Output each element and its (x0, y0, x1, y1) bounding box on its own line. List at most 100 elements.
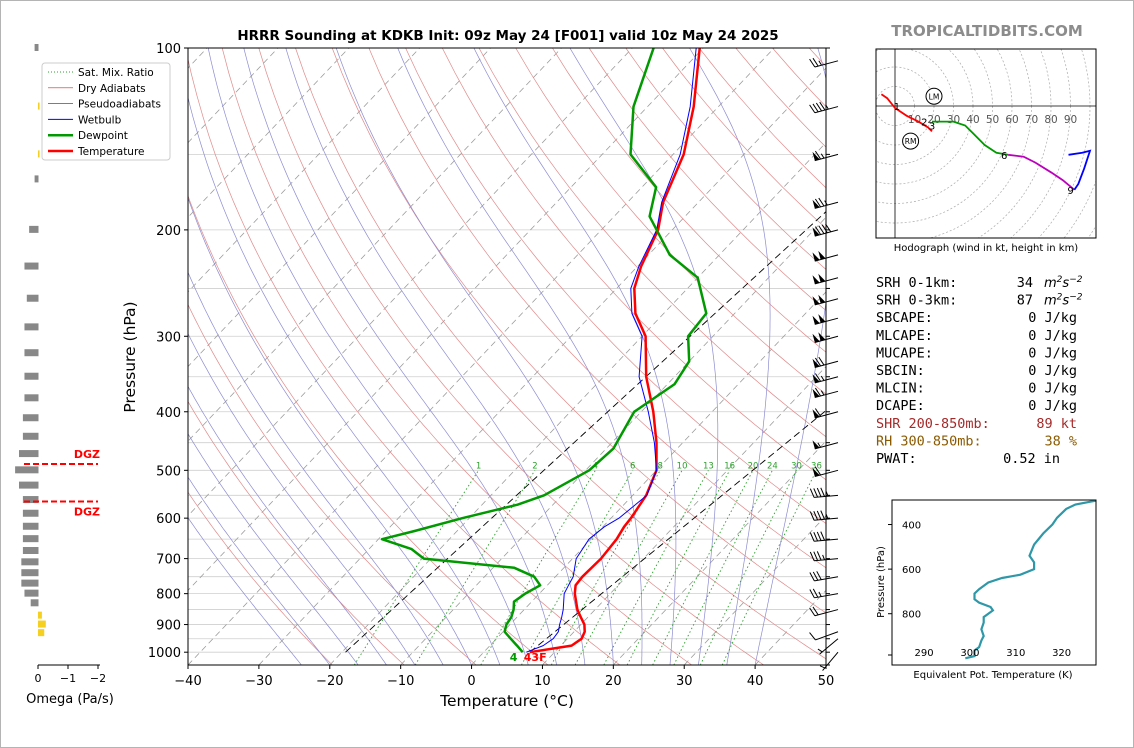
hodograph-segment (1068, 149, 1092, 191)
dry-adiabat-line (515, 48, 826, 395)
barb-full (813, 551, 819, 561)
barb-flag (812, 409, 820, 418)
barb-full (813, 511, 819, 521)
stat-value: 0 J/kg (1028, 310, 1077, 326)
barb-half (822, 554, 826, 560)
mixing-ratio-label: 2 (532, 461, 537, 471)
barb-full (814, 198, 822, 208)
hodograph-height-label: 3 (929, 122, 935, 133)
barb-full (814, 150, 822, 160)
barb-full (813, 488, 819, 498)
barb-full (814, 408, 822, 417)
barb-flag (818, 273, 826, 283)
temperature-profile (529, 48, 701, 654)
wind-barb (809, 631, 839, 641)
barb-full (809, 104, 816, 114)
omega-bar (24, 349, 39, 357)
barb-staff (815, 631, 839, 641)
barb-staff (814, 593, 839, 599)
omega-x-tick-label: 0 (35, 672, 42, 685)
stat-label: PWAT: (876, 451, 917, 467)
dry-adiabat-line (552, 48, 826, 353)
surface-dewpoint-label: 4 (510, 651, 518, 664)
omega-bar (22, 432, 39, 440)
wind-barb (809, 588, 839, 599)
barb-flag (812, 358, 820, 368)
wind-barb (812, 197, 839, 209)
x-tick-label: −20 (316, 674, 343, 689)
hodograph-height-label: 2 (921, 118, 927, 129)
barb-full (820, 510, 826, 520)
barb-staff (814, 558, 839, 562)
wind-barb (812, 373, 839, 384)
skewt-profiles: 4 43F (345, 48, 826, 664)
stat-value: 0 J/kg (1028, 381, 1077, 397)
dry-adiabat-line (188, 57, 621, 665)
x-tick-label: −40 (174, 674, 201, 689)
y-tick-label: 100 (156, 42, 181, 57)
isotherm-line (188, 48, 704, 591)
isotherm-line (471, 291, 826, 665)
stat-label: SHR 200-850mb: (876, 416, 990, 432)
barb-staff (814, 376, 839, 384)
omega-bar-ascent (38, 629, 45, 637)
wind-barb (812, 273, 839, 285)
theta-e-y-tick-label: 800 (902, 610, 921, 621)
wind-barb (809, 57, 839, 68)
stat-value: 87 (1017, 293, 1033, 309)
barb-full (809, 58, 816, 68)
dry-adiabat-line (188, 303, 477, 665)
pseudoadiabat-line (188, 385, 387, 665)
barb-flag (818, 294, 826, 304)
barb-half (820, 153, 825, 159)
omega-bar (22, 522, 39, 530)
y-tick-label: 900 (156, 619, 181, 634)
barb-full (809, 589, 815, 599)
barb-full (818, 356, 825, 366)
barb-flag (818, 250, 826, 260)
isotherm-line (188, 48, 562, 442)
mixing-ratio-line (652, 470, 754, 665)
dry-adiabat-line (221, 48, 693, 665)
hodograph-ring-label: 20 (927, 114, 940, 126)
wind-barb (812, 294, 839, 306)
mixing-ratio-label: 30 (791, 461, 802, 471)
hodograph-ring-label: 70 (1025, 114, 1038, 126)
barb-full (809, 511, 815, 521)
legend-label: Dry Adiabats (78, 83, 146, 95)
hodograph-ring-label: 40 (966, 114, 979, 126)
hodograph-ring-label: 50 (986, 114, 999, 126)
barb-full (809, 607, 816, 617)
barb-staff (814, 411, 839, 419)
stat-value: 34 (1017, 275, 1033, 291)
wind-barb (817, 638, 839, 655)
omega-bar (34, 175, 39, 183)
barb-full (814, 387, 822, 397)
omega-bar (24, 394, 39, 402)
theta-e-x-tick-label: 290 (915, 648, 934, 659)
isotherm-line (188, 48, 633, 517)
barb-full (816, 487, 822, 498)
barb-flag (818, 332, 826, 341)
barb-half (824, 200, 828, 206)
omega-x-axis-label: Omega (Pa/s) (26, 692, 114, 707)
pseudoadiabat-line (243, 48, 557, 665)
barb-staff (814, 538, 839, 542)
barb-full (812, 588, 819, 598)
hodograph-segment (1007, 153, 1075, 191)
y-tick-label: 200 (156, 224, 181, 239)
barb-staff (814, 494, 839, 498)
omega-bar (22, 546, 39, 554)
omega-bar-ascent (38, 611, 42, 619)
pseudoadiabat-line (188, 476, 331, 665)
barb-flag (812, 151, 820, 161)
wind-barb (809, 510, 839, 521)
mixing-ratio-label: 1 (476, 461, 481, 471)
barb-full (812, 103, 819, 113)
omega-bar-ascent (38, 102, 40, 110)
stat-label: RH 300-850mb: (876, 433, 982, 449)
pseudoadiabat-line (207, 48, 529, 665)
stat-value: 0.52 in (1003, 451, 1060, 467)
parcel-line (529, 409, 826, 653)
